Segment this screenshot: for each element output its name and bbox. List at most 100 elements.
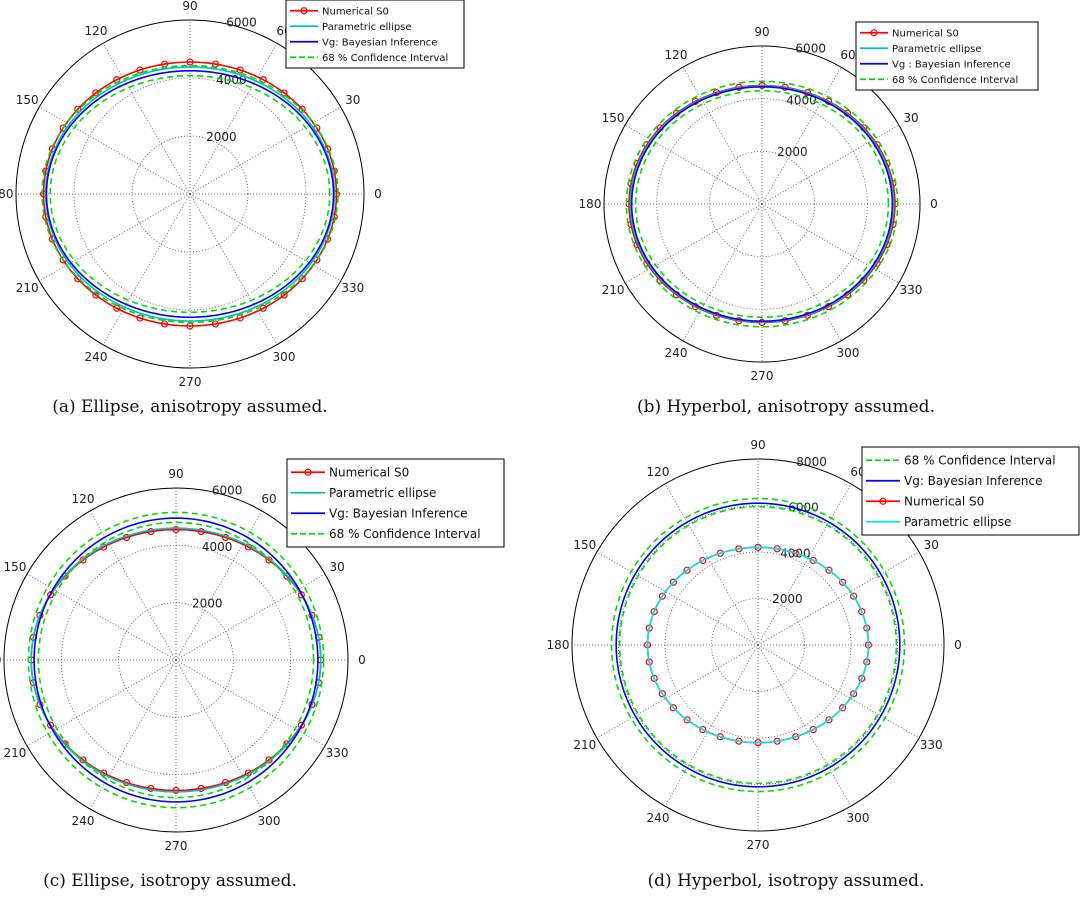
series-marker: [113, 304, 121, 312]
series-marker: [792, 549, 800, 557]
legend-label: 68 % Confidence Interval: [322, 53, 448, 64]
angle-tick-label: 120: [647, 465, 670, 479]
angle-tick-label: 330: [326, 746, 349, 760]
series-marker: [716, 549, 724, 557]
angle-tick-label: 270: [751, 369, 774, 383]
polar-spoke: [624, 203, 763, 284]
series-marker: [669, 578, 677, 586]
radial-tick-label: 2000: [206, 130, 237, 144]
series-line: [45, 69, 335, 319]
polar-spoke: [189, 193, 341, 282]
polar-grid-circle: [711, 598, 805, 692]
angle-tick-label: 120: [665, 48, 688, 62]
series-marker: [839, 704, 847, 712]
polar-spoke: [596, 551, 759, 646]
polar-spoke: [189, 43, 278, 195]
angle-tick-label: 150: [602, 111, 625, 125]
legend-label: Parametric ellipse: [904, 515, 1011, 529]
figure-caption: (a) Ellipse, anisotropy assumed.: [52, 397, 328, 417]
angle-tick-label: 240: [665, 346, 688, 360]
angle-tick-label: 90: [754, 25, 769, 39]
polar-spoke: [624, 124, 763, 205]
angle-tick-label: 300: [847, 811, 870, 825]
series-marker: [265, 756, 273, 764]
polar-spoke: [189, 193, 278, 345]
series-marker: [658, 690, 666, 698]
legend-label: Numerical S0: [329, 466, 409, 480]
series-marker: [658, 592, 666, 600]
radial-tick-label: 2000: [777, 145, 808, 159]
polar-spoke: [757, 644, 852, 807]
angle-tick-label: 240: [72, 814, 95, 828]
angle-tick-label: 0: [930, 197, 938, 211]
series-marker: [172, 525, 180, 534]
angle-tick-label: 300: [837, 346, 860, 360]
series-marker: [147, 784, 155, 793]
angle-tick-label: 210: [573, 738, 596, 752]
polar-spoke: [761, 66, 842, 205]
series-line: [625, 80, 899, 328]
series-line: [42, 61, 338, 327]
legend-label: Vg: Bayesian Inference: [329, 507, 468, 521]
polar-spoke: [39, 193, 191, 282]
series-marker: [699, 556, 707, 565]
series-line: [646, 546, 870, 744]
series-marker: [297, 591, 305, 599]
angle-tick-label: 210: [3, 746, 26, 760]
angle-tick-label: 270: [165, 839, 188, 853]
series-line: [44, 66, 336, 322]
figure-caption: (c) Ellipse, isotropy assumed.: [43, 871, 297, 891]
series-marker: [839, 578, 847, 586]
angle-tick-label: 150: [573, 538, 596, 552]
series-marker: [716, 733, 724, 741]
polar-spoke: [757, 483, 852, 646]
legend-label: Parametric ellipse: [322, 22, 412, 33]
angle-tick-label: 60: [840, 48, 855, 62]
series-line: [634, 89, 890, 319]
series-marker: [280, 291, 288, 299]
angle-tick-label: 180: [0, 653, 1, 667]
polar-spoke: [757, 551, 920, 646]
polar-grid-circle: [73, 77, 307, 311]
legend-swatch-marker: [870, 29, 878, 37]
series-marker: [650, 674, 658, 682]
polar-spoke: [102, 193, 191, 345]
radial-tick-label: 6000: [212, 484, 243, 498]
series-line: [33, 517, 319, 803]
legend-label: 68 % Confidence Interval: [892, 75, 1018, 86]
legend-swatch-marker: [300, 7, 308, 15]
radial-tick-label: 2000: [772, 592, 803, 606]
series-line: [30, 527, 322, 793]
series-marker: [809, 556, 817, 565]
series-line: [610, 497, 906, 793]
angle-tick-label: 120: [72, 492, 95, 506]
series-marker: [858, 608, 866, 616]
series-marker: [825, 716, 833, 724]
legend-label: Numerical S0: [892, 28, 959, 39]
series-marker: [683, 566, 691, 574]
angle-tick-label: 330: [900, 283, 923, 297]
series-marker: [683, 716, 691, 724]
polar-spoke: [664, 483, 759, 646]
legend-label: Vg : Bayesian Inference: [892, 59, 1011, 70]
polar-grid-circle: [708, 150, 816, 258]
angle-tick-label: 270: [179, 375, 202, 389]
series-line: [37, 521, 315, 799]
series-marker: [825, 566, 833, 574]
series-marker: [850, 690, 858, 698]
series-line: [630, 86, 894, 322]
legend-label: Vg: Bayesian Inference: [322, 37, 437, 48]
series-marker: [298, 275, 306, 283]
angle-tick-label: 180: [579, 197, 602, 211]
angle-tick-label: 180: [547, 638, 570, 652]
series-marker: [236, 66, 244, 74]
series-marker: [809, 725, 817, 734]
angle-tick-label: 150: [16, 93, 39, 107]
polar-spoke: [664, 644, 759, 807]
legend-label: Vg: Bayesian Inference: [904, 474, 1043, 488]
series-line: [41, 64, 339, 324]
legend-label: 68 % Confidence Interval: [329, 527, 481, 541]
series-marker: [211, 320, 220, 328]
radial-tick-label: 6000: [795, 41, 826, 55]
polar-spoke: [682, 66, 763, 205]
